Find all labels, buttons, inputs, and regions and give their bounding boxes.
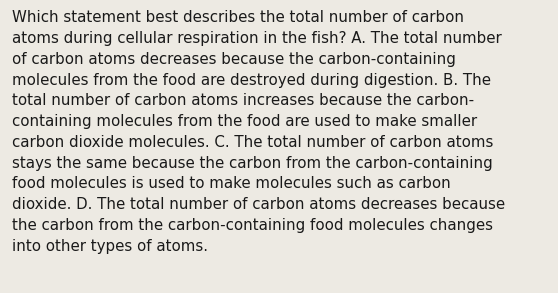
- Text: Which statement best describes the total number of carbon
atoms during cellular : Which statement best describes the total…: [12, 10, 506, 254]
